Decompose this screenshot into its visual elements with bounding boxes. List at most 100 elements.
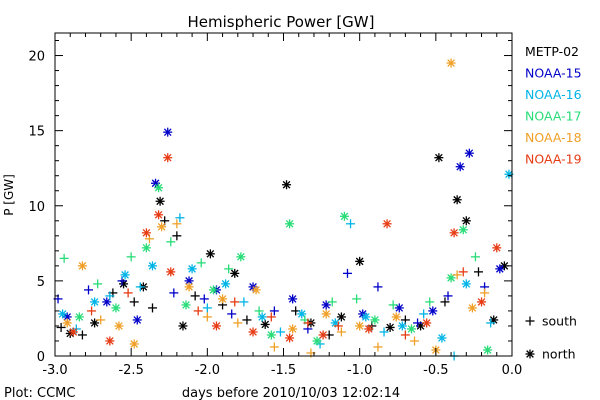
data-point-south	[373, 282, 383, 292]
data-point-south	[135, 282, 145, 292]
data-point-north	[467, 303, 477, 313]
x-tick-label: -2.5	[118, 363, 143, 378]
data-point-south	[84, 285, 94, 295]
data-point-north	[105, 336, 115, 346]
data-point-south	[266, 312, 276, 322]
y-tick-label: 0	[37, 350, 45, 365]
data-point-north	[260, 319, 270, 329]
data-point-north	[187, 264, 197, 274]
data-point-north	[288, 324, 298, 334]
data-point-south	[172, 219, 182, 229]
data-point-south	[169, 288, 179, 298]
data-point-south	[56, 322, 66, 332]
data-point-north	[111, 303, 121, 313]
data-point-south	[452, 270, 462, 280]
data-point-north	[297, 309, 307, 319]
data-point-north	[370, 315, 380, 325]
data-point-north	[205, 249, 215, 259]
data-point-south	[193, 306, 203, 316]
data-point-north	[90, 318, 100, 328]
data-point-north	[312, 336, 322, 346]
plot-marks	[53, 58, 514, 361]
data-point-north	[68, 327, 78, 337]
data-point-north	[285, 333, 295, 343]
data-point-north	[385, 322, 395, 332]
data-point-north	[446, 273, 456, 283]
data-point-north	[458, 225, 468, 235]
data-point-south	[175, 213, 185, 223]
data-point-north	[461, 216, 471, 226]
data-point-south	[202, 312, 212, 322]
x-tick-label: -1.0	[347, 363, 372, 378]
data-point-south	[93, 279, 103, 289]
data-point-north	[154, 183, 164, 193]
data-point-north	[483, 345, 493, 355]
y-tick-label: 10	[28, 200, 45, 215]
data-point-north	[449, 228, 459, 238]
data-point-north	[266, 330, 276, 340]
legend-entry: METP-02	[525, 44, 579, 59]
data-point-south	[224, 264, 234, 274]
data-point-south	[129, 297, 139, 307]
plot-frame	[54, 32, 513, 357]
data-point-north	[437, 333, 447, 343]
data-point-north	[120, 270, 130, 280]
x-tick-label: 0.0	[502, 363, 523, 378]
marker-legend-label: north	[542, 347, 576, 362]
data-point-south	[166, 237, 176, 247]
data-point-north	[147, 261, 157, 271]
data-point-north	[157, 222, 167, 232]
data-point-north	[382, 219, 392, 229]
data-point-south	[233, 318, 243, 328]
y-tick-label: 20	[28, 50, 45, 65]
data-point-north	[397, 321, 407, 331]
data-point-north	[151, 178, 161, 188]
data-point-south	[303, 318, 313, 328]
data-point-south	[486, 318, 496, 328]
data-point-north	[62, 318, 72, 328]
chart-title: Hemispheric Power [GW]	[188, 13, 375, 31]
data-point-north	[499, 261, 509, 271]
data-point-north	[391, 312, 401, 322]
data-point-north	[114, 321, 124, 331]
data-point-north	[132, 315, 142, 325]
data-point-north	[257, 312, 267, 322]
data-point-south	[480, 288, 490, 298]
data-point-south	[352, 294, 362, 304]
data-point-north	[218, 294, 228, 304]
data-point-north	[141, 228, 151, 238]
data-point-south	[410, 336, 420, 346]
data-point-north	[129, 339, 139, 349]
legend-entry: NOAA-17	[525, 109, 582, 124]
data-point-north	[211, 321, 221, 331]
data-point-south	[400, 330, 410, 340]
x-tick-label: -0.5	[423, 363, 448, 378]
data-point-north	[434, 153, 444, 163]
data-point-north	[102, 297, 112, 307]
data-point-south	[379, 327, 389, 337]
marker-legend: south north	[525, 314, 577, 362]
data-point-south	[202, 303, 212, 313]
data-point-north	[155, 196, 165, 206]
data-point-south	[327, 297, 337, 307]
data-point-north	[355, 321, 365, 331]
y-axis-label: P [GW]	[2, 174, 16, 216]
data-point-north	[406, 324, 416, 334]
data-point-north	[477, 297, 487, 307]
series-legend: METP-02 NOAA-15 NOAA-16 NOAA-17 NOAA-18 NOAA-…	[525, 44, 582, 167]
data-point-south	[190, 291, 200, 301]
data-point-south	[440, 297, 450, 307]
data-point-south	[227, 309, 237, 319]
data-point-north	[288, 294, 298, 304]
data-point-south	[275, 327, 285, 337]
data-point-south	[123, 288, 133, 298]
data-point-north	[119, 279, 129, 289]
legend-entry: NOAA-19	[525, 152, 582, 167]
data-point-south	[105, 291, 115, 301]
data-point-north	[208, 285, 218, 295]
data-point-south	[342, 268, 352, 278]
data-point-north	[74, 312, 84, 322]
data-point-south	[59, 253, 69, 263]
data-point-south	[269, 342, 279, 352]
data-point-north	[77, 261, 87, 271]
